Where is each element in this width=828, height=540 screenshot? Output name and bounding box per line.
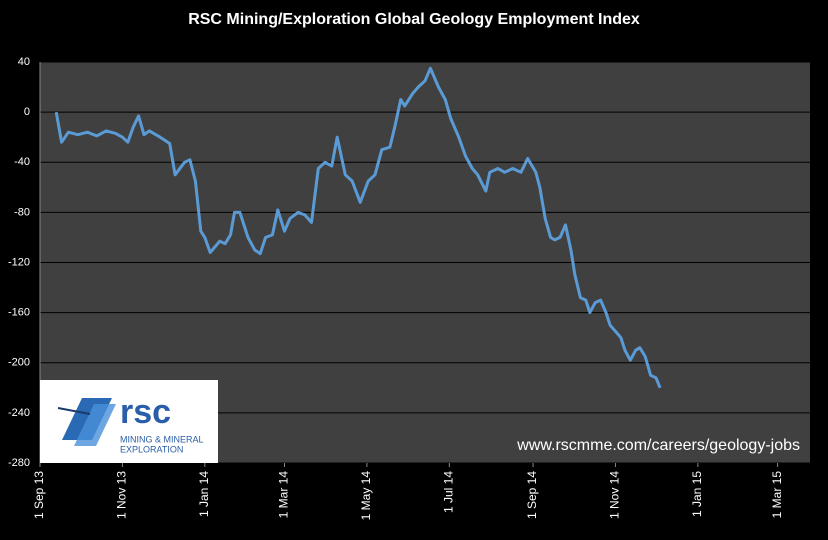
data-line (54, 66, 662, 389)
logo-box (40, 380, 218, 463)
url: www.rscmme.com/careers/geology-jobs (516, 437, 800, 454)
y-tick-label: -160 (8, 307, 30, 319)
logo-name: rsc (120, 393, 171, 431)
y-tick-label: 0 (24, 106, 30, 118)
y-tick-label: -80 (14, 206, 30, 218)
y-tick-label: -200 (8, 357, 30, 369)
y-tick-label: -120 (8, 256, 30, 268)
x-tick-label: 1 Mar 14 (277, 471, 291, 519)
y-tick-label: -280 (8, 457, 30, 469)
y-tick-label: -40 (14, 156, 30, 168)
logo-pick (57, 407, 91, 415)
x-tick-label: 1 Jan 14 (197, 471, 211, 517)
plot: -280 -240 -200 -160 -120 -80 -40 0 40 1 Sep 13 1 N… (8, 56, 810, 520)
x-tick-label: 1 May 14 (359, 471, 373, 521)
x-tick-label: 1 Mar 15 (770, 471, 784, 519)
x-tick-label: 1 Sep 13 (32, 471, 46, 519)
logo-icon (74, 404, 116, 446)
x-tick-label: 1 Sep 14 (525, 471, 539, 519)
chart-title: RSC Mining/Exploration Global Geology Em… (188, 11, 640, 28)
logo-text: EXPLORATION (120, 444, 183, 454)
y-tick-label: -240 (8, 407, 30, 419)
y-tick-label: 40 (18, 56, 30, 68)
x-tick-label: 1 Nov 13 (115, 471, 129, 519)
logo-text: MINING & MINERAL (120, 434, 204, 444)
x-tick-label: 1 Jan 15 (690, 471, 704, 517)
x-tick-label: 1 Jul 14 (441, 471, 455, 513)
x-tick-label: 1 Nov 14 (608, 471, 622, 519)
logo: rsc MINING & MINERAL EXPLORATION (40, 380, 218, 463)
